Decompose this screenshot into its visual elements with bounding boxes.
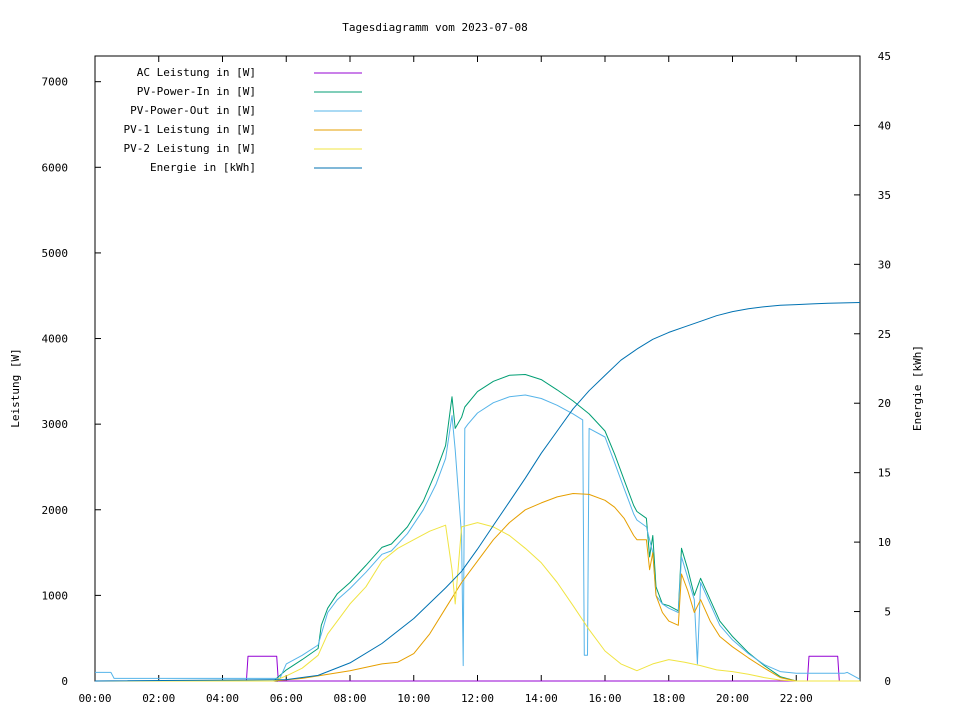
y-tick-label: 5000 [42,247,69,260]
legend-label: PV-Power-Out in [W] [130,104,256,117]
y2-tick-label: 0 [884,675,891,688]
legend: AC Leistung in [W] PV-Power-In in [W] PV-P… [124,66,362,174]
x-tick-label: 08:00 [333,692,366,705]
y-tick-label: 6000 [42,161,69,174]
y-tick-label: 2000 [42,504,69,517]
x-tick-label: 02:00 [142,692,175,705]
y2-tick-label: 45 [878,50,891,63]
x-tick-label: 16:00 [588,692,621,705]
y2-tick-label: 40 [878,119,891,132]
y2-tick-label: 20 [878,397,891,410]
y-axis-left: 0 1000 2000 3000 4000 5000 6000 7000 [42,76,101,688]
x-tick-label: 20:00 [716,692,749,705]
series-layer [94,302,861,682]
y2-tick-label: 15 [878,467,891,480]
y2-tick-label: 35 [878,189,891,202]
legend-label: PV-2 Leistung in [W] [124,142,256,155]
y-tick-label: 3000 [42,418,69,431]
chart-title: Tagesdiagramm vom 2023-07-08 [342,21,527,34]
y-tick-label: 1000 [42,589,69,602]
x-tick-label: 14:00 [525,692,558,705]
series-line-4 [95,493,860,682]
legend-label: Energie in [kWh] [150,161,256,174]
y2-axis-label: Energie [kWh] [911,345,924,431]
x-tick-label: 22:00 [780,692,813,705]
series-line-5 [95,522,860,682]
x-axis: 00:00 02:00 04:00 06:00 08:00 10:00 12:00 14:00… [78,56,813,705]
x-tick-label: 00:00 [78,692,111,705]
series-line-1 [95,655,860,682]
x-tick-label: 10:00 [397,692,430,705]
y2-tick-label: 25 [878,328,891,341]
series-line-6 [94,302,861,682]
y-tick-label: 4000 [42,333,69,346]
y2-tick-label: 5 [884,606,891,619]
x-tick-label: 18:00 [652,692,685,705]
x-tick-label: 06:00 [270,692,303,705]
legend-label: PV-1 Leistung in [W] [124,123,256,136]
y-axis-right: 0 5 10 15 20 25 30 35 40 45 [854,50,891,688]
legend-label: AC Leistung in [W] [137,66,256,79]
y-axis-label: Leistung [W] [9,348,22,427]
x-tick-label: 04:00 [206,692,239,705]
series-line-2 [95,374,860,682]
x-tick-label: 12:00 [461,692,494,705]
y-tick-label: 0 [61,675,68,688]
series-line-3 [95,394,861,680]
y2-tick-label: 10 [878,536,891,549]
y2-tick-label: 30 [878,258,891,271]
legend-label: PV-Power-In in [W] [137,85,256,98]
y-tick-label: 7000 [42,76,69,89]
